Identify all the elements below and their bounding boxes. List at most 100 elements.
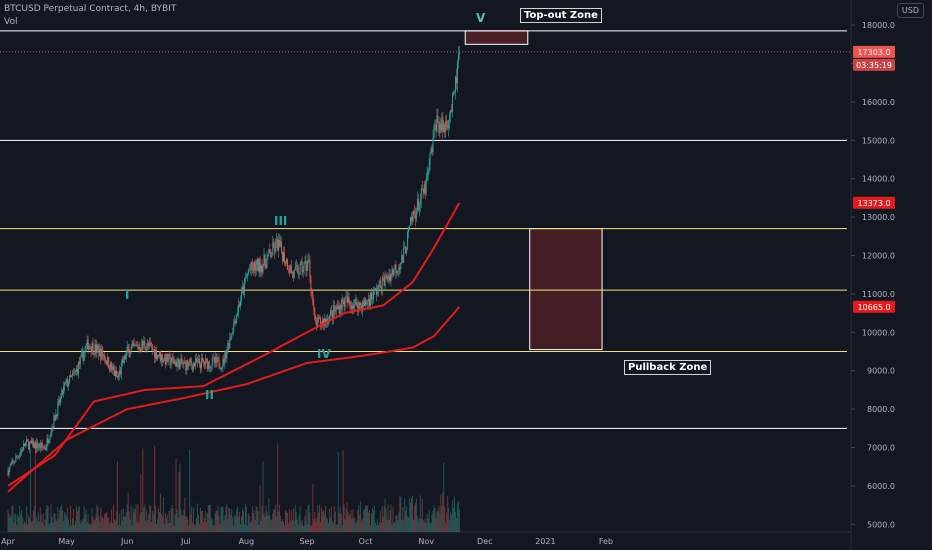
candle-body bbox=[73, 372, 75, 374]
volume-bar bbox=[388, 519, 390, 532]
volume-bar bbox=[274, 510, 276, 532]
candle-body bbox=[196, 358, 198, 363]
candle-body bbox=[383, 278, 385, 286]
volume-bar bbox=[457, 501, 459, 532]
candle-body bbox=[107, 357, 109, 365]
candle-body bbox=[395, 264, 397, 274]
volume-bar bbox=[92, 516, 94, 532]
candle-body bbox=[36, 442, 38, 449]
volume-bar bbox=[308, 504, 310, 532]
volume-bar bbox=[201, 510, 203, 532]
volume-bar bbox=[211, 518, 213, 532]
volume-bar bbox=[342, 450, 344, 532]
volume-bar bbox=[273, 508, 275, 532]
wave-label-1: I bbox=[125, 288, 130, 302]
volume-bar bbox=[382, 516, 384, 532]
candle-body bbox=[64, 382, 66, 387]
candle-body bbox=[310, 276, 312, 290]
candle-body bbox=[133, 342, 135, 346]
volume-bar bbox=[269, 515, 271, 532]
volume-bar bbox=[279, 504, 281, 532]
candle-body bbox=[385, 275, 387, 277]
candle-body bbox=[263, 255, 265, 266]
volume-bar bbox=[202, 521, 204, 532]
candle-body bbox=[89, 346, 91, 348]
candle-body bbox=[399, 267, 401, 270]
ma-slow-tag-bg bbox=[853, 300, 895, 313]
volume-indicator-label[interactable]: Vol bbox=[4, 17, 18, 27]
candle-body bbox=[88, 346, 90, 350]
volume-bar bbox=[340, 514, 342, 532]
volume-bar bbox=[251, 506, 253, 532]
volume-bar bbox=[373, 505, 375, 532]
candle-body bbox=[363, 301, 365, 307]
candle-body bbox=[346, 297, 348, 303]
volume-bar bbox=[250, 521, 252, 532]
candle-body bbox=[280, 241, 282, 247]
candle-body bbox=[151, 345, 153, 347]
candle-body bbox=[453, 92, 455, 94]
volume-bar bbox=[153, 513, 155, 532]
x-tick-label-3: Jul bbox=[180, 537, 191, 546]
candle-body bbox=[245, 277, 247, 279]
volume-bar bbox=[374, 522, 376, 532]
volume-bar bbox=[325, 505, 327, 532]
candle-body bbox=[134, 344, 136, 346]
volume-bar bbox=[301, 520, 303, 532]
volume-bar bbox=[27, 524, 29, 532]
candle-body bbox=[347, 297, 349, 303]
volume-bar bbox=[315, 522, 317, 532]
volume-bar bbox=[431, 514, 433, 532]
volume-bar bbox=[216, 510, 218, 532]
volume-bar bbox=[36, 520, 38, 532]
volume-bar bbox=[449, 520, 451, 532]
candle-body bbox=[219, 367, 221, 369]
volume-bar bbox=[109, 523, 111, 532]
candle-body bbox=[234, 321, 236, 323]
volume-bar bbox=[21, 510, 23, 532]
candle-body bbox=[400, 262, 402, 270]
volume-bar bbox=[310, 525, 312, 532]
volume-bar bbox=[266, 511, 268, 532]
volume-bar bbox=[210, 517, 212, 532]
candle-body bbox=[366, 302, 368, 305]
volume-bar bbox=[367, 505, 369, 532]
volume-bar bbox=[364, 508, 366, 532]
candle-body bbox=[249, 269, 251, 271]
candle-body bbox=[334, 309, 336, 312]
volume-bar bbox=[332, 523, 334, 532]
volume-bar bbox=[14, 513, 16, 532]
volume-bar bbox=[259, 485, 261, 532]
volume-bar bbox=[352, 509, 354, 532]
volume-bar bbox=[246, 525, 248, 532]
volume-bar bbox=[71, 518, 73, 532]
candle-body bbox=[71, 375, 73, 377]
candle-body bbox=[142, 340, 144, 346]
candle-body bbox=[338, 305, 340, 314]
volume-bar bbox=[188, 525, 190, 532]
x-tick-label-2: Jun bbox=[120, 537, 134, 546]
candle-body bbox=[42, 446, 44, 448]
x-tick-label-4: Aug bbox=[239, 537, 255, 546]
volume-bar bbox=[372, 510, 374, 532]
candle-body bbox=[223, 358, 225, 364]
candle-body bbox=[128, 349, 130, 357]
volume-bar bbox=[381, 506, 383, 532]
candle-body bbox=[252, 267, 254, 271]
ma-slow-line bbox=[7, 306, 461, 493]
candle-body bbox=[319, 317, 321, 319]
candle-body bbox=[78, 361, 80, 365]
volume-bar bbox=[422, 519, 424, 532]
volume-bar bbox=[353, 517, 355, 532]
volume-bar bbox=[104, 513, 106, 532]
volume-bar bbox=[96, 504, 98, 532]
volume-bar bbox=[22, 517, 24, 532]
candle-body bbox=[14, 461, 16, 463]
candle-body bbox=[369, 292, 371, 306]
volume-bar bbox=[242, 510, 244, 532]
candle-body bbox=[13, 461, 15, 463]
candle-body bbox=[336, 306, 338, 309]
volume-bar bbox=[348, 516, 350, 532]
currency-button[interactable]: USD bbox=[896, 3, 924, 18]
